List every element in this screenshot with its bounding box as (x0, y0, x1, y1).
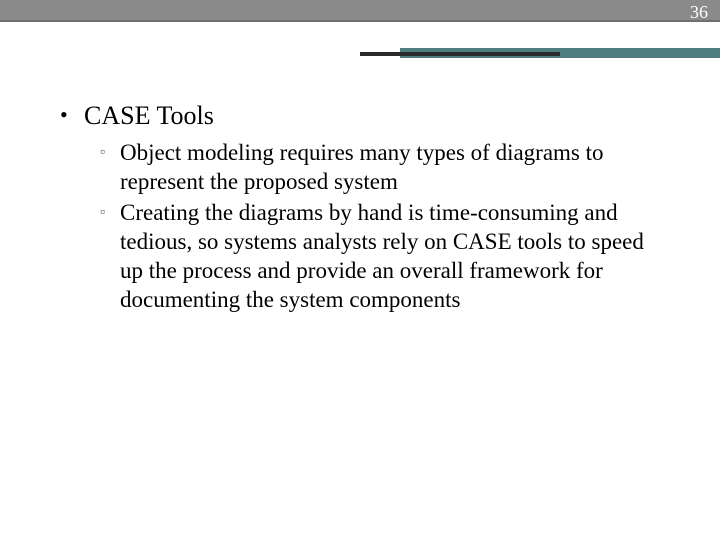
slide-content: • CASE Tools ▫ Object modeling requires … (60, 100, 680, 316)
sub-bullet-text: Object modeling requires many types of d… (120, 138, 660, 196)
bullet-text: CASE Tools (84, 100, 214, 132)
bullet-item: • CASE Tools (60, 100, 680, 132)
sub-bullet-marker: ▫ (100, 198, 120, 228)
accent-decoration (400, 48, 720, 62)
page-number: 36 (690, 2, 708, 23)
sub-bullet-marker: ▫ (100, 138, 120, 168)
sub-bullet-list: ▫ Object modeling requires many types of… (100, 138, 680, 314)
sub-bullet-item: ▫ Object modeling requires many types of… (100, 138, 680, 196)
header-bar (0, 0, 720, 22)
sub-bullet-item: ▫ Creating the diagrams by hand is time-… (100, 198, 680, 314)
sub-bullet-text: Creating the diagrams by hand is time-co… (120, 198, 660, 314)
accent-dark-bar (360, 52, 560, 56)
bullet-marker: • (60, 100, 84, 130)
